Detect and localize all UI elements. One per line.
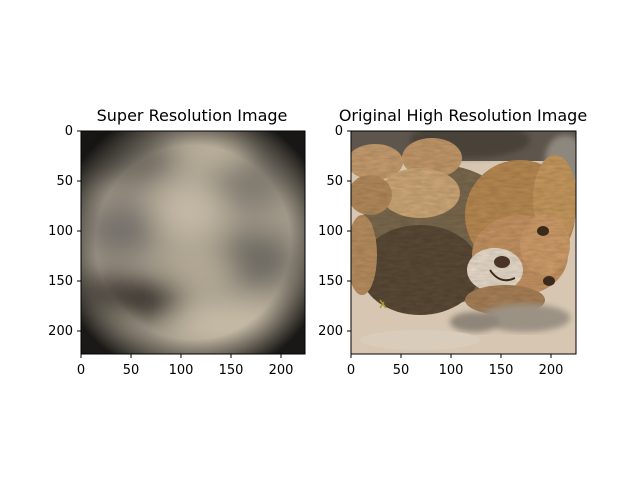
x-tick-label: 200 <box>539 363 564 378</box>
panel-title-left: Super Resolution Image <box>97 106 288 125</box>
super-resolution-panel: Super Resolution Image <box>48 106 306 378</box>
axes-frame-left <box>80 130 306 355</box>
y-tick-label: 100 <box>318 224 343 239</box>
y-tick-label: 50 <box>56 174 73 189</box>
original-resolution-panel: Original High Resolution Image <box>318 106 587 378</box>
x-tick-label: 150 <box>219 363 244 378</box>
x-tick-label: 150 <box>489 363 514 378</box>
panel-title-right: Original High Resolution Image <box>339 106 587 125</box>
y-tick-label: 150 <box>48 274 73 289</box>
y-tick-label: 150 <box>318 274 343 289</box>
y-tick-label: 0 <box>65 124 73 139</box>
lion-body <box>351 138 576 315</box>
x-axis-left: 0 50 100 150 200 <box>77 354 294 378</box>
lion-photo <box>351 131 576 354</box>
x-tick-label: 200 <box>269 363 294 378</box>
x-tick-label: 50 <box>123 363 140 378</box>
y-tick-label: 50 <box>326 174 343 189</box>
y-axis-right: 0 50 100 150 200 <box>318 124 351 339</box>
x-tick-label: 0 <box>347 363 355 378</box>
y-tick-label: 0 <box>335 124 343 139</box>
x-tick-label: 100 <box>169 363 194 378</box>
x-axis-right: 0 50 100 150 200 <box>347 354 564 378</box>
axes-frame-right <box>350 130 577 355</box>
x-tick-label: 0 <box>77 363 85 378</box>
super-resolution-image <box>81 131 305 354</box>
x-tick-label: 50 <box>393 363 410 378</box>
y-axis-left: 0 50 100 150 200 <box>48 124 81 339</box>
y-tick-label: 200 <box>318 324 343 339</box>
x-tick-label: 100 <box>439 363 464 378</box>
y-tick-label: 100 <box>48 224 73 239</box>
y-tick-label: 200 <box>48 324 73 339</box>
